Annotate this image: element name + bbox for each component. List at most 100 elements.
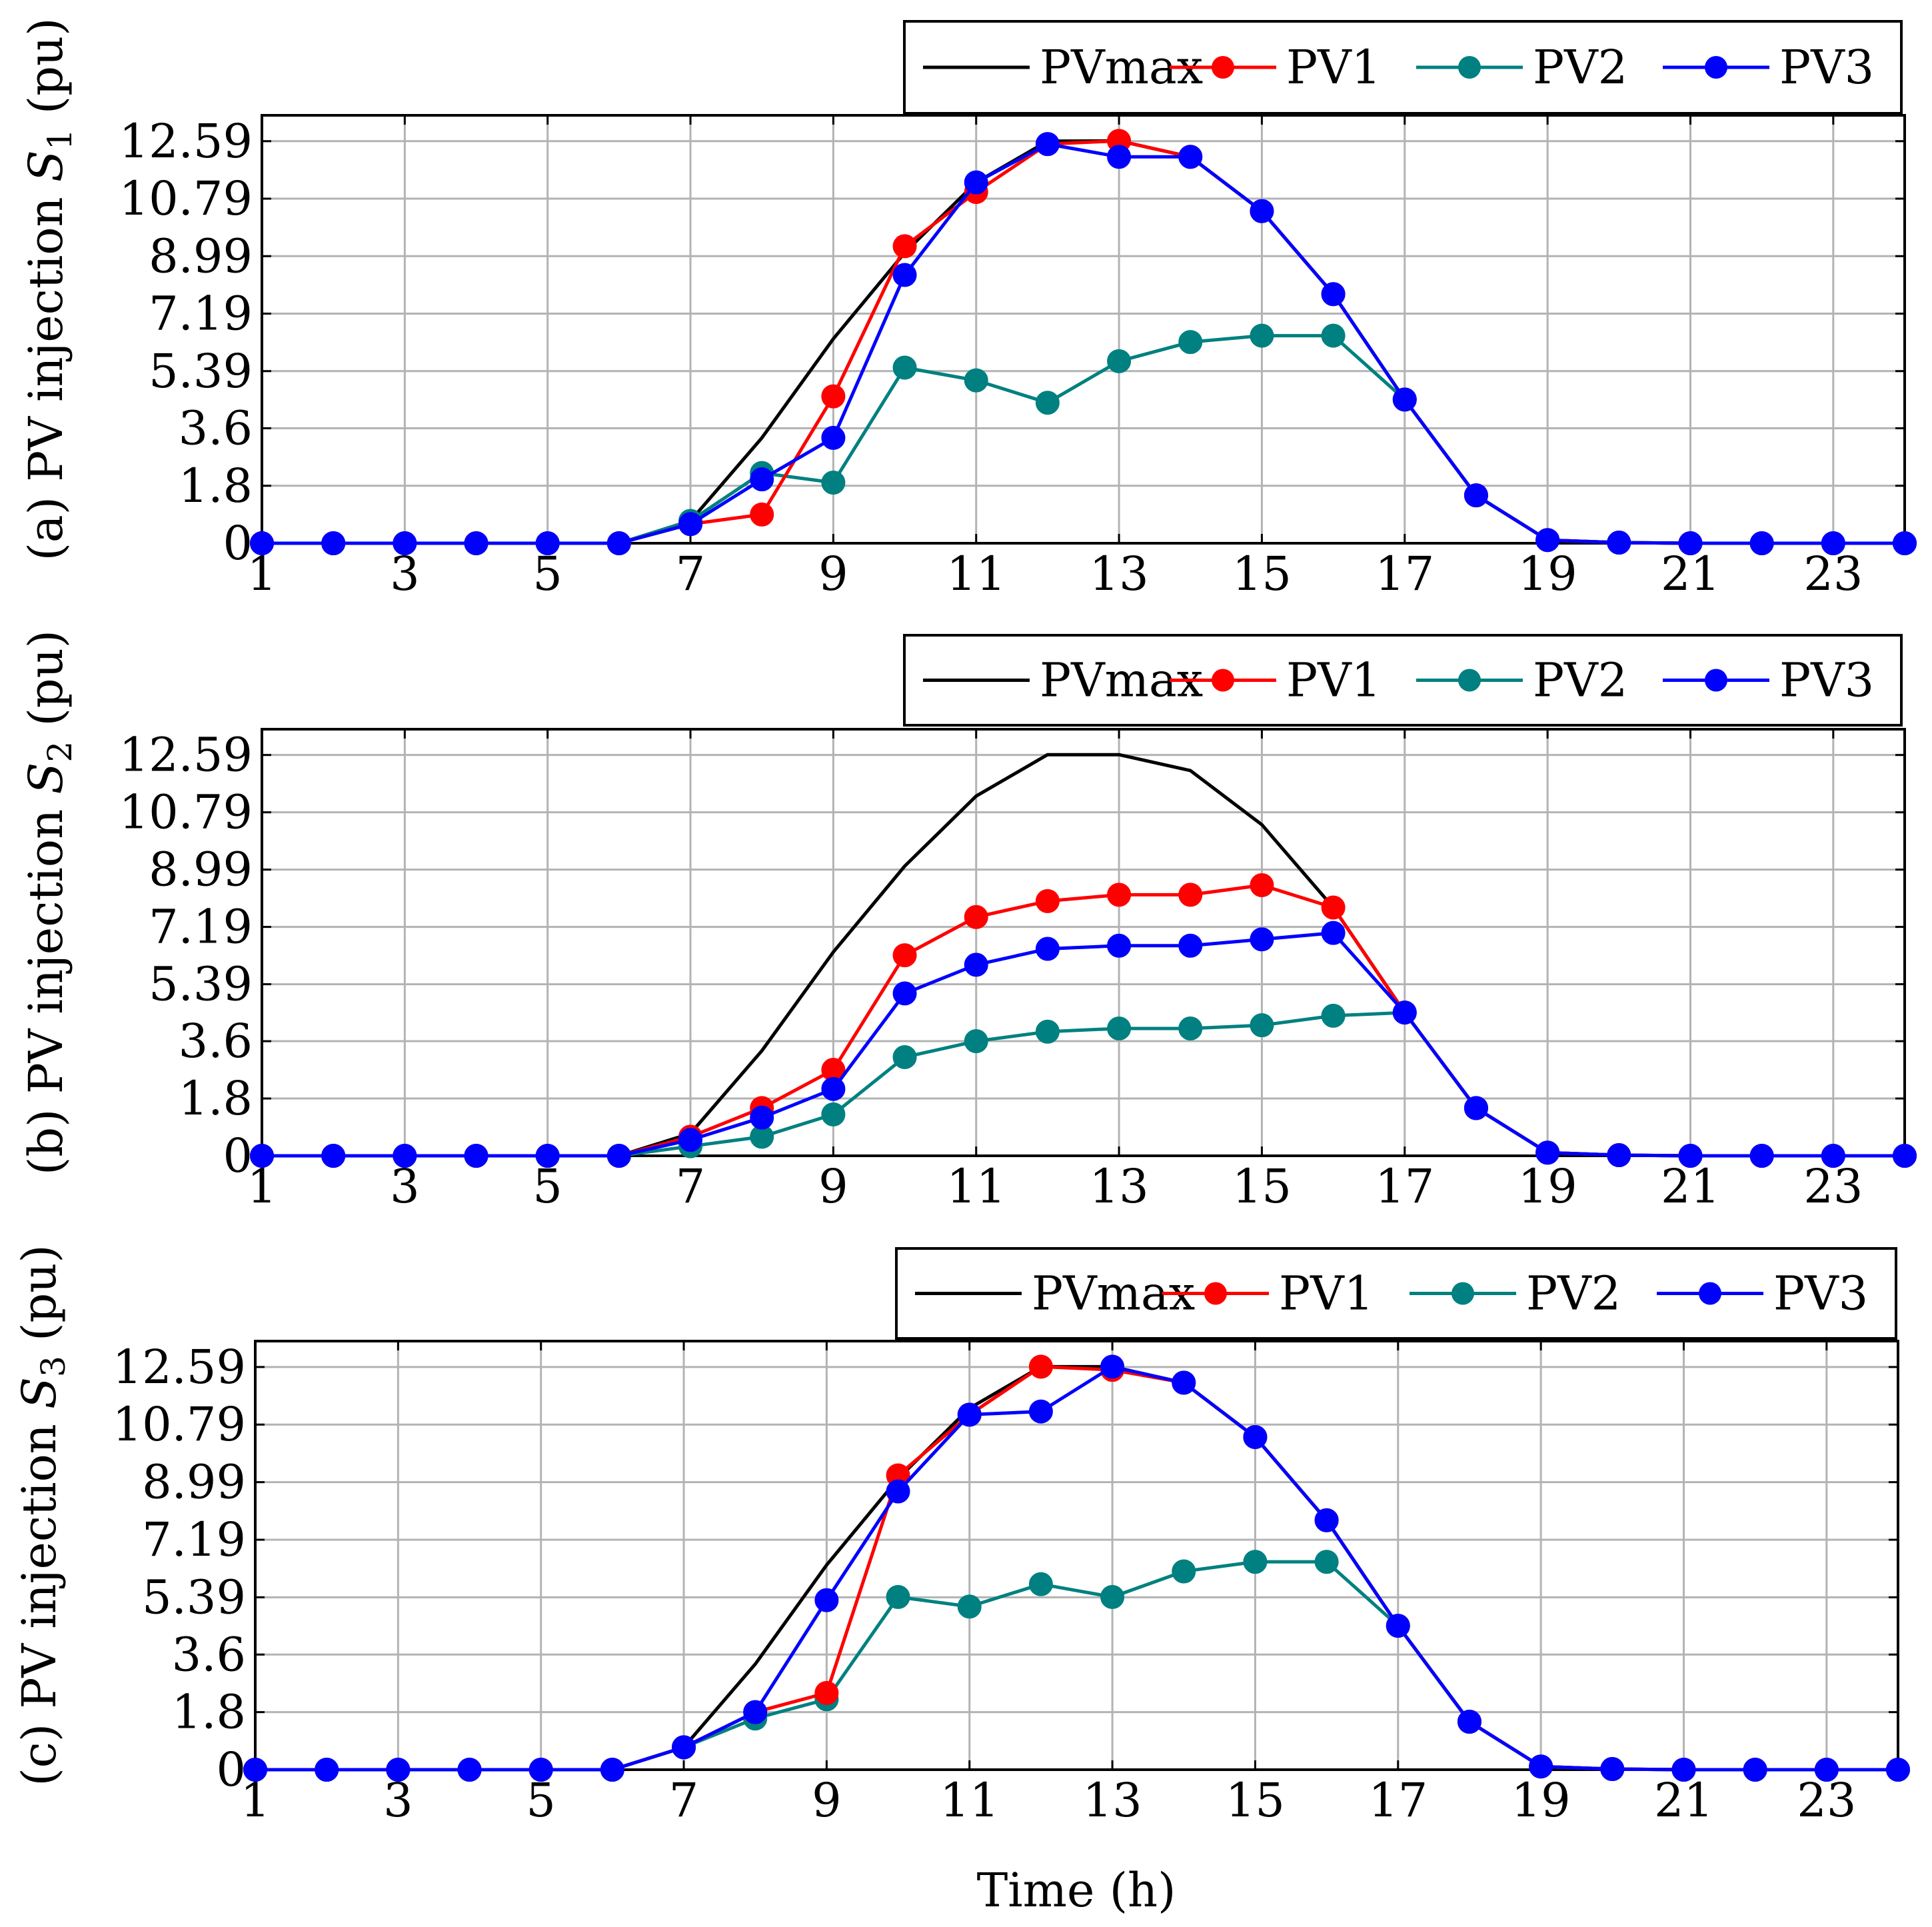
x-tick-label: 1 [241,1773,271,1828]
x-tick-label: 13 [1090,547,1149,601]
data-point-pv2 [886,1584,910,1609]
legend-marker-pv3 [1705,669,1727,692]
legend-label-pv1: PV1 [1279,1266,1374,1321]
x-tick-label: 1 [247,547,277,601]
data-point-pv2 [1243,1550,1268,1574]
data-point-pv3 [1607,531,1631,555]
y-tick-label: 8.99 [149,229,253,283]
x-tick-label: 21 [1654,1773,1713,1828]
y-tick-label: 3.6 [179,1014,253,1068]
legend-label-pv1: PV1 [1286,653,1381,708]
data-point-pv3 [250,1144,274,1168]
series-line-pv3 [262,142,1905,545]
x-tick-label: 5 [532,547,562,601]
data-point-pv2 [964,368,988,393]
data-point-pv3 [393,1144,417,1168]
data-point-pv3 [1178,145,1203,169]
data-point-pv3 [814,1588,839,1612]
data-point-pv3 [1392,387,1417,412]
legend-label-pv2: PV2 [1526,1266,1621,1321]
data-point-pv3 [535,1144,560,1168]
y-tick-label: 12.59 [113,1340,246,1394]
data-point-pv2 [1250,323,1274,348]
x-tick-label: 15 [1232,1159,1292,1214]
x-tick-label: 3 [383,1773,413,1828]
x-tick-label: 3 [390,547,420,601]
data-point-pv1 [1028,1354,1053,1379]
data-point-pv2 [1035,391,1060,415]
data-point-pv3 [1678,531,1703,555]
legend: PVmax PV1 PV2 PV3 [895,1247,1897,1340]
data-point-pv3 [821,1076,846,1101]
data-point-pv3 [750,467,774,492]
legend-label-pv3: PV3 [1779,653,1874,708]
y-axis-label: (c) PV injection S3 (pu) [12,1244,73,1786]
data-point-pv3 [1028,1399,1053,1424]
series-line-pv1 [255,1364,1898,1772]
series-line-pv3 [255,1364,1898,1772]
data-point-pv3 [1749,531,1774,555]
data-point-pv3 [1600,1757,1625,1782]
x-axis-label: Time (h) [977,1863,1176,1918]
y-tick-label: 7.19 [149,287,253,341]
y-tick-label: 1.8 [172,1685,246,1740]
y-tick-label: 12.59 [119,728,253,783]
legend-label-pv3: PV3 [1773,1266,1868,1321]
data-point-pv1 [821,384,846,409]
data-point-pv3 [1107,145,1132,169]
data-point-pv1 [964,905,988,929]
y-tick-label: 1.8 [179,1071,253,1126]
legend-marker-pv3 [1705,56,1727,79]
chart-panel-b: 1 3 5 7 9 11 13 15 17 19 21 2301.83.65.397.198.9910… [19,630,1917,1214]
data-point-pv3 [1678,1144,1703,1168]
data-point-pv3 [321,1144,346,1168]
series-line-pvmax [262,753,1905,1158]
data-point-pv3 [250,531,274,555]
x-tick-label: 3 [390,1159,420,1214]
data-point-pv3 [243,1758,267,1782]
legend-marker-pv3 [1699,1282,1721,1305]
data-point-pv2 [1172,1559,1196,1584]
data-point-pv3 [1035,937,1060,961]
legend-marker-pv2 [1458,669,1481,692]
data-point-pv3 [606,1144,631,1168]
x-tick-label: 13 [1090,1159,1149,1214]
x-tick-label: 7 [676,547,706,601]
y-tick-label: 1.8 [179,459,253,513]
data-point-pv3 [678,1128,703,1152]
y-tick-label: 10.79 [119,785,253,840]
data-point-pv3 [892,981,917,1006]
x-tick-label: 15 [1232,547,1292,601]
data-point-pv3 [386,1758,411,1782]
series-line-pvmax [255,1364,1898,1772]
data-point-pv3 [606,531,631,555]
data-point-pv2 [1035,1019,1060,1044]
data-point-pv2 [964,1029,988,1054]
data-point-pv1 [1250,873,1274,898]
data-point-pv3 [464,531,488,555]
series-line-pv2 [255,1560,1898,1772]
data-point-pv3 [1749,1144,1774,1168]
y-tick-label: 7.19 [149,900,253,955]
data-point-pv3 [957,1402,982,1427]
data-point-pv3 [315,1758,339,1782]
chart-panel-c: 1 3 5 7 9 11 13 15 17 19 21 2301.83.65.397.198.9910… [12,1244,1910,1828]
legend-label-pv3: PV3 [1779,40,1874,95]
data-point-pv3 [743,1700,768,1724]
series-line-pvmax [262,139,1905,545]
data-point-pv2 [1250,1013,1274,1038]
data-point-pv1 [892,943,917,968]
y-tick-label: 5.39 [149,344,253,399]
y-tick-label: 5.39 [142,1570,246,1624]
data-point-pv3 [464,1144,488,1168]
x-tick-label: 11 [946,547,1006,601]
x-tick-label: 9 [812,1773,842,1828]
x-tick-label: 19 [1511,1773,1571,1828]
data-point-pv2 [1321,1003,1346,1028]
data-point-pv3 [393,531,417,555]
data-point-pv3 [1386,1614,1410,1638]
y-tick-label: 3.6 [179,401,253,456]
y-tick-label: 0 [216,1742,246,1797]
x-tick-label: 11 [946,1159,1006,1214]
x-tick-label: 17 [1375,547,1434,601]
